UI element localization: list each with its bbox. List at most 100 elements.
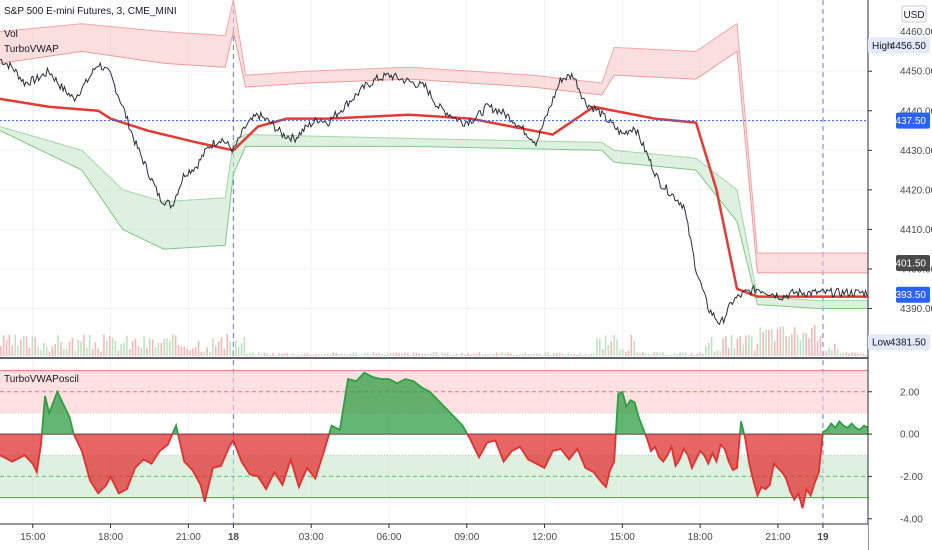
volume-bar xyxy=(481,354,484,356)
volume-bar xyxy=(257,352,260,356)
vwap-line xyxy=(0,97,868,298)
volume-bar xyxy=(343,353,346,356)
time-tick-label: 18 xyxy=(228,532,240,543)
volume-bar xyxy=(733,348,736,356)
volume-bar xyxy=(679,352,681,356)
volume-bar xyxy=(97,348,100,356)
volume-bar xyxy=(123,342,125,356)
main-y-tick-label: 4420.00 xyxy=(900,185,932,196)
volume-bar xyxy=(521,353,524,356)
volume-bar xyxy=(770,329,773,356)
volume-bar xyxy=(323,354,326,356)
currency-badge[interactable] xyxy=(901,5,927,23)
volume-bar xyxy=(805,332,807,356)
volume-bar xyxy=(736,338,739,356)
volume-bar xyxy=(656,352,658,356)
volume-bar xyxy=(604,335,607,356)
volume-bar xyxy=(558,352,561,356)
volume-bar xyxy=(378,352,380,356)
volume-bar xyxy=(298,354,300,356)
time-tick-label: 18:00 xyxy=(688,532,713,543)
volume-bar xyxy=(748,334,750,356)
volume-bar xyxy=(60,341,62,356)
volume-bar xyxy=(306,352,309,356)
osc-y-tick-label: 2.00 xyxy=(900,387,920,398)
volume-bar xyxy=(429,352,432,356)
volume-bar xyxy=(355,352,357,356)
osc-negative-fill xyxy=(0,434,868,509)
volume-bar xyxy=(31,336,34,356)
volume-bar xyxy=(48,351,51,356)
volume-bar xyxy=(209,351,211,356)
volume-bar xyxy=(363,353,366,356)
time-tick-label: 03:00 xyxy=(299,532,324,543)
volume-bar xyxy=(17,345,19,356)
osc-fill xyxy=(0,372,868,509)
volume-bar xyxy=(793,327,796,356)
volume-bar xyxy=(739,335,742,356)
volume-bar xyxy=(146,347,148,356)
time-tick-label: 15:00 xyxy=(610,532,635,543)
price-badge-label: Low xyxy=(872,338,891,349)
volume-bar xyxy=(346,354,349,356)
volume-bar xyxy=(716,350,719,356)
volume-bar xyxy=(114,340,117,356)
volume-bar xyxy=(624,351,627,356)
main-pane-grid xyxy=(0,0,868,356)
volume-bar xyxy=(687,354,690,356)
volume-bar xyxy=(386,353,389,356)
volume-bar xyxy=(845,352,848,356)
time-axis-bg[interactable] xyxy=(0,524,868,550)
volume-bar xyxy=(171,334,174,356)
volume-bar xyxy=(272,352,274,356)
volume-bar xyxy=(492,353,495,356)
volume-bar xyxy=(641,352,644,356)
volume-bar xyxy=(117,350,120,356)
price-badge-value: 4381.50 xyxy=(890,338,927,349)
volume-bar xyxy=(859,353,862,356)
price-badge xyxy=(896,112,930,129)
volume-bar xyxy=(779,326,782,356)
volume-bar xyxy=(57,335,59,356)
volume-bar xyxy=(22,335,25,356)
osc-negative-line xyxy=(0,434,824,509)
volume-bar xyxy=(415,352,418,356)
volume-bar xyxy=(808,338,810,356)
volume-bar xyxy=(320,354,323,356)
volume-bar xyxy=(707,342,710,356)
volume-bar xyxy=(85,347,88,356)
volume-bar xyxy=(699,352,701,356)
volume-bar xyxy=(283,353,286,356)
volume-bar xyxy=(329,354,332,356)
price-badge xyxy=(868,334,930,351)
volume-bar xyxy=(541,354,544,356)
volume-bar xyxy=(309,354,312,356)
volume-bar xyxy=(332,352,335,356)
volume-bar xyxy=(619,349,621,356)
price-badge-value: 4456.50 xyxy=(890,41,927,52)
volume-bar xyxy=(169,340,171,356)
volume-bar xyxy=(226,334,229,356)
volume-bar xyxy=(676,354,678,356)
volume-bar xyxy=(862,353,865,356)
time-tick-label: 21:00 xyxy=(765,532,790,543)
volume-bar xyxy=(40,350,42,356)
volume-bar xyxy=(252,352,254,356)
volume-bar xyxy=(71,338,74,356)
volume-bar xyxy=(556,352,558,356)
osc-y-tick-label: 0.00 xyxy=(900,430,920,441)
volume-bar xyxy=(246,354,249,356)
price-axis-bg[interactable] xyxy=(868,0,932,550)
volume-bar xyxy=(750,336,753,356)
volume-bar xyxy=(819,335,822,356)
volume-bar xyxy=(0,346,2,356)
time-tick-label: 18:00 xyxy=(98,532,123,543)
volume-bar xyxy=(200,351,203,356)
volume-bar xyxy=(593,353,595,356)
volume-bar xyxy=(217,341,220,356)
volume-bar xyxy=(455,353,458,356)
volume-bar xyxy=(773,340,776,356)
volume-bar xyxy=(581,354,584,356)
volume-bar xyxy=(335,352,337,356)
